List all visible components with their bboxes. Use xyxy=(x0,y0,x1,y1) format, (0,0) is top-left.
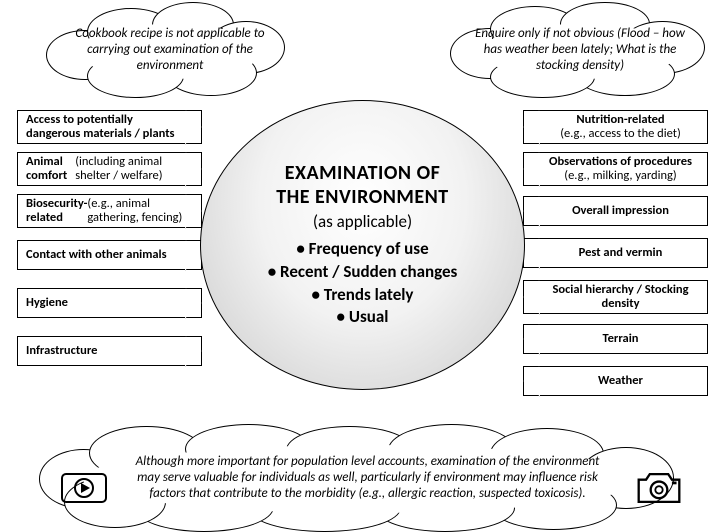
arrow-box-right: Social hierarchy / Stocking density xyxy=(523,280,708,314)
oval-bullet: Trends lately xyxy=(225,284,500,307)
box-label-bold: Animal comfort xyxy=(26,155,75,184)
oval-bullet: Frequency of use xyxy=(225,238,500,261)
arrow-box-left: Biosecurity-related (e.g., animal gather… xyxy=(17,194,202,228)
box-label-bold: Biosecurity-related xyxy=(26,197,87,226)
oval-content: EXAMINATION OF THE ENVIRONMENT (as appli… xyxy=(225,161,500,330)
oval-bullets: Frequency of use Recent / Sudden changes… xyxy=(225,238,500,330)
cloud-text: Enquire only if not obvious (Flood – how… xyxy=(473,26,687,75)
arrow-box-right: Observations of procedures(e.g., milking… xyxy=(523,152,708,186)
box-label: Weather xyxy=(598,374,643,388)
box-label-bold: Access to potentially dangerous material… xyxy=(26,113,183,142)
oval-title-line2: THE ENVIRONMENT xyxy=(225,185,500,209)
arrow-box-right: Terrain xyxy=(523,324,708,354)
box-label: Terrain xyxy=(603,332,639,346)
oval-bullet: Usual xyxy=(225,306,500,329)
box-label-bold: Hygiene xyxy=(26,296,68,310)
oval-title-line1: EXAMINATION OF xyxy=(225,161,500,185)
central-oval: EXAMINATION OF THE ENVIRONMENT (as appli… xyxy=(200,100,525,390)
arrow-box-left: Hygiene xyxy=(17,288,202,318)
box-label-detail: (e.g., animal gathering, fencing) xyxy=(87,197,183,226)
oval-subtitle: (as applicable) xyxy=(225,211,500,232)
box-label: Nutrition-related(e.g., access to the di… xyxy=(560,113,681,142)
cloud-top-left: Cookbook recipe is not applicable to car… xyxy=(55,4,285,96)
arrow-box-right: Nutrition-related(e.g., access to the di… xyxy=(523,110,708,144)
box-label-bold: Infrastructure xyxy=(26,344,97,358)
box-label: Pest and vermin xyxy=(579,246,663,260)
arrow-box-right: Overall impression xyxy=(523,196,708,226)
box-label-bold: Contact with other animals xyxy=(26,248,167,262)
cloud-top-right: Enquire only if not obvious (Flood – how… xyxy=(455,4,705,96)
play-circle-icon xyxy=(60,468,108,508)
oval-bullet: Recent / Sudden changes xyxy=(225,261,500,284)
arrow-box-right: Pest and vermin xyxy=(523,238,708,268)
arrow-box-left: Contact with other animals xyxy=(17,240,202,270)
arrow-box-left: Access to potentially dangerous material… xyxy=(17,110,202,144)
cloud-text: Cookbook recipe is not applicable to car… xyxy=(73,26,267,75)
camera-icon xyxy=(635,468,683,508)
arrow-box-left: Infrastructure xyxy=(17,336,202,366)
box-label: Overall impression xyxy=(572,204,669,218)
cloud-bottom: Although more important for population l… xyxy=(45,430,680,526)
box-label: Social hierarchy / Stocking density xyxy=(542,283,699,312)
arrow-box-right: Weather xyxy=(523,366,708,396)
arrow-box-left: Animal comfort (including animal shelter… xyxy=(17,152,202,186)
box-label: Observations of procedures(e.g., milking… xyxy=(549,155,692,184)
cloud-text: Although more important for population l… xyxy=(125,454,610,503)
box-label-detail: (including animal shelter / welfare) xyxy=(75,155,183,184)
